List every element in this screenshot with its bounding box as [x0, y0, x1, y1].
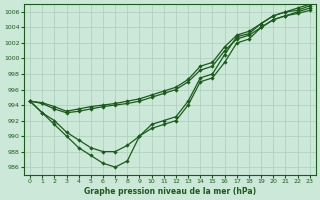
- X-axis label: Graphe pression niveau de la mer (hPa): Graphe pression niveau de la mer (hPa): [84, 187, 256, 196]
